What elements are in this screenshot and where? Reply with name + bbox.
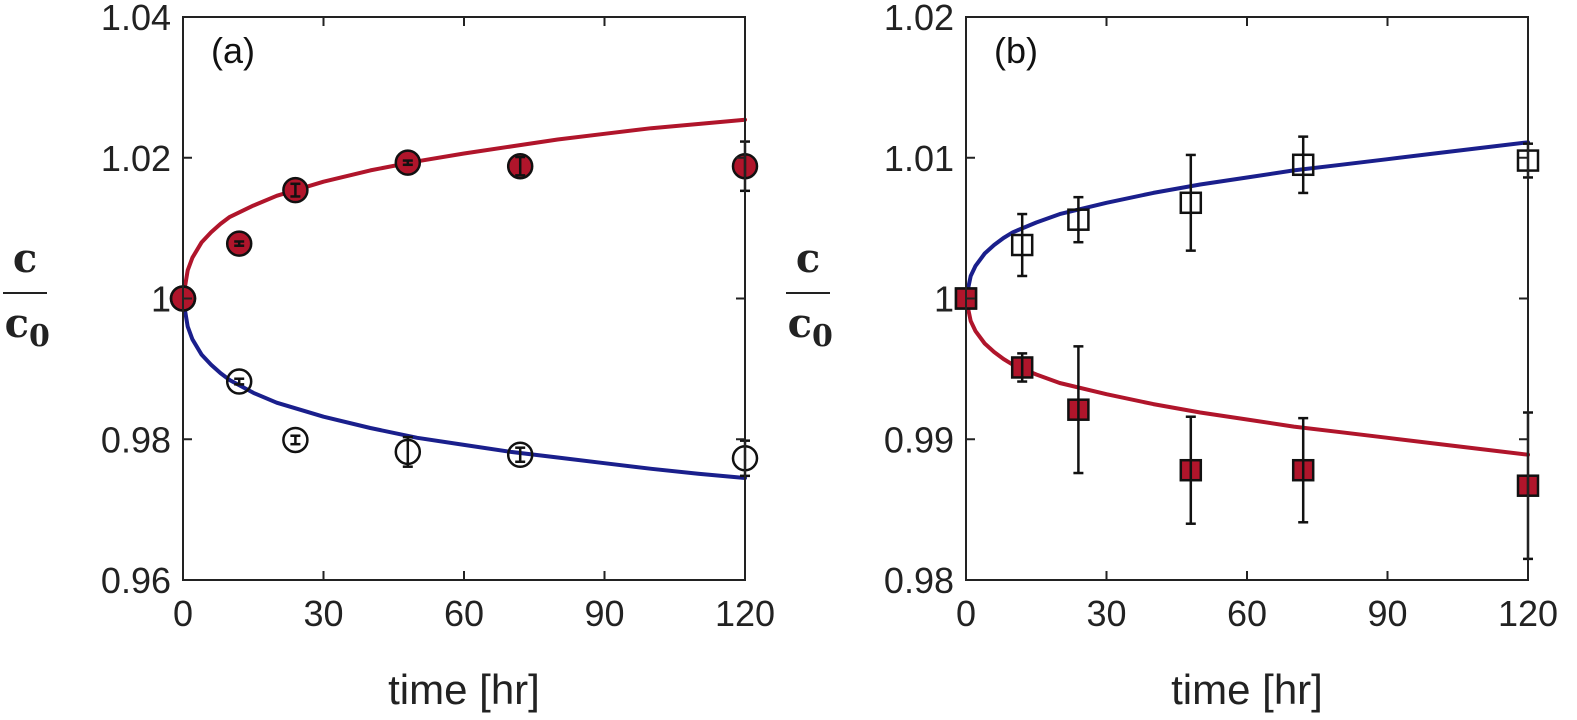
panel-a-y-tick-label-1-04: 1.04 xyxy=(101,0,171,38)
panel-b-x-axis-label: time [hr] xyxy=(1171,666,1323,713)
panel-a-x-tick-label-120: 120 xyxy=(715,593,775,634)
panel-a-series-0-point-1 xyxy=(225,230,253,257)
panel-a-x-axis-label: time [hr] xyxy=(388,666,540,713)
panel-b-plot-layer xyxy=(954,135,1540,561)
panel-a: 0 30 60 90 120 0.96 0.98 1 1.02 1.04 (a) time [hr… xyxy=(3,0,775,713)
panel-a-series-0-point-3 xyxy=(394,149,422,176)
panel-b-series-1-point-4 xyxy=(1291,416,1315,524)
panel-b-y-label-subscript: 0 xyxy=(812,319,833,354)
panel-b-series-3-line xyxy=(964,296,1530,457)
panel-b-series-0-point-4 xyxy=(1291,135,1315,195)
panel-a-tick-layer: 0 30 60 90 120 0.96 0.98 1 1.02 1.04 xyxy=(101,0,775,634)
panel-b-x-tick-label-30: 30 xyxy=(1086,593,1126,634)
panel-b-y-tick-label-1-01: 1.01 xyxy=(884,138,954,179)
panel-b-y-tick-label-0-98: 0.98 xyxy=(884,560,954,601)
panel-a-y-tick-label-0-96: 0.96 xyxy=(101,560,171,601)
panel-a-series-1-point-1 xyxy=(225,368,253,395)
panel-a-series-0-point-2 xyxy=(282,176,309,204)
panel-a-y-tick-label-1: 1 xyxy=(151,279,171,320)
panel-a-y-tick-label-1-02: 1.02 xyxy=(101,138,171,179)
panel-b-series-2-line xyxy=(964,140,1530,301)
panel-b-x-tick-label-120: 120 xyxy=(1498,593,1558,634)
panel-b-series-0-point-2 xyxy=(1067,195,1090,244)
panel-a-axes-box xyxy=(182,16,746,581)
panel-a-series-1-marker-1 xyxy=(225,368,253,395)
panel-b-y-tick-label-1-02: 1.02 xyxy=(884,0,954,38)
panel-a-series-0-point-4 xyxy=(506,152,534,180)
panel-a-series-1-point-3 xyxy=(394,435,422,468)
panel-b-series-1-point-2 xyxy=(1067,345,1090,475)
panel-b-x-tick-label-60: 60 xyxy=(1227,593,1267,634)
panel-a-x-tick-label-60: 60 xyxy=(444,593,484,634)
panel-b-x-tick-label-90: 90 xyxy=(1367,593,1407,634)
panel-a-x-tick-label-30: 30 xyxy=(303,593,343,634)
panel-b-y-tick-label-1: 1 xyxy=(934,279,954,320)
panel-b-tick-layer: 0 30 60 90 120 0.98 0.99 1 1.01 1.02 xyxy=(884,0,1558,634)
panel-a-x-tick-label-0: 0 xyxy=(173,593,193,634)
panel-b-y-tick-label-0-99: 0.99 xyxy=(884,419,954,460)
panel-a-series-1-point-2 xyxy=(282,426,309,454)
panel-b-label: (b) xyxy=(994,30,1038,71)
panel-a-y-label-subscript: 0 xyxy=(29,319,50,354)
panel-a-series-1-marker-2 xyxy=(282,426,309,454)
panel-b-y-label-denominator: c xyxy=(788,300,812,347)
panel-b-axes-box xyxy=(965,16,1529,581)
panel-a-y-tick-label-0-98: 0.98 xyxy=(101,419,171,460)
panel-a-y-label-denominator: c xyxy=(5,300,29,347)
panel-a-label: (a) xyxy=(211,30,255,71)
panel-b-series-0-point-1 xyxy=(1010,212,1034,278)
panel-a-x-tick-label-90: 90 xyxy=(584,593,624,634)
panel-a-series-1-marker-4 xyxy=(506,441,534,468)
panel-a-series-3-line xyxy=(181,296,747,480)
panel-a-y-axis-label: c c 0 xyxy=(3,235,50,354)
panel-b-y-axis-label: c c 0 xyxy=(786,235,833,354)
panel-b: 0 30 60 90 120 0.98 0.99 1 1.01 1.02 (b) time [hr… xyxy=(786,0,1558,713)
panel-a-series-1-point-4 xyxy=(506,441,534,468)
panel-b-series-1-point-3 xyxy=(1179,415,1203,525)
panel-a-plot-layer xyxy=(169,117,759,480)
panel-b-series-0-point-3 xyxy=(1179,153,1203,252)
panel-b-y-label-numerator: c xyxy=(796,235,820,282)
panel-a-y-label-numerator: c xyxy=(13,235,37,282)
panel-b-series-1-point-1 xyxy=(1010,352,1034,383)
panel-a-series-2-line xyxy=(181,117,747,301)
panel-b-x-tick-label-0: 0 xyxy=(956,593,976,634)
